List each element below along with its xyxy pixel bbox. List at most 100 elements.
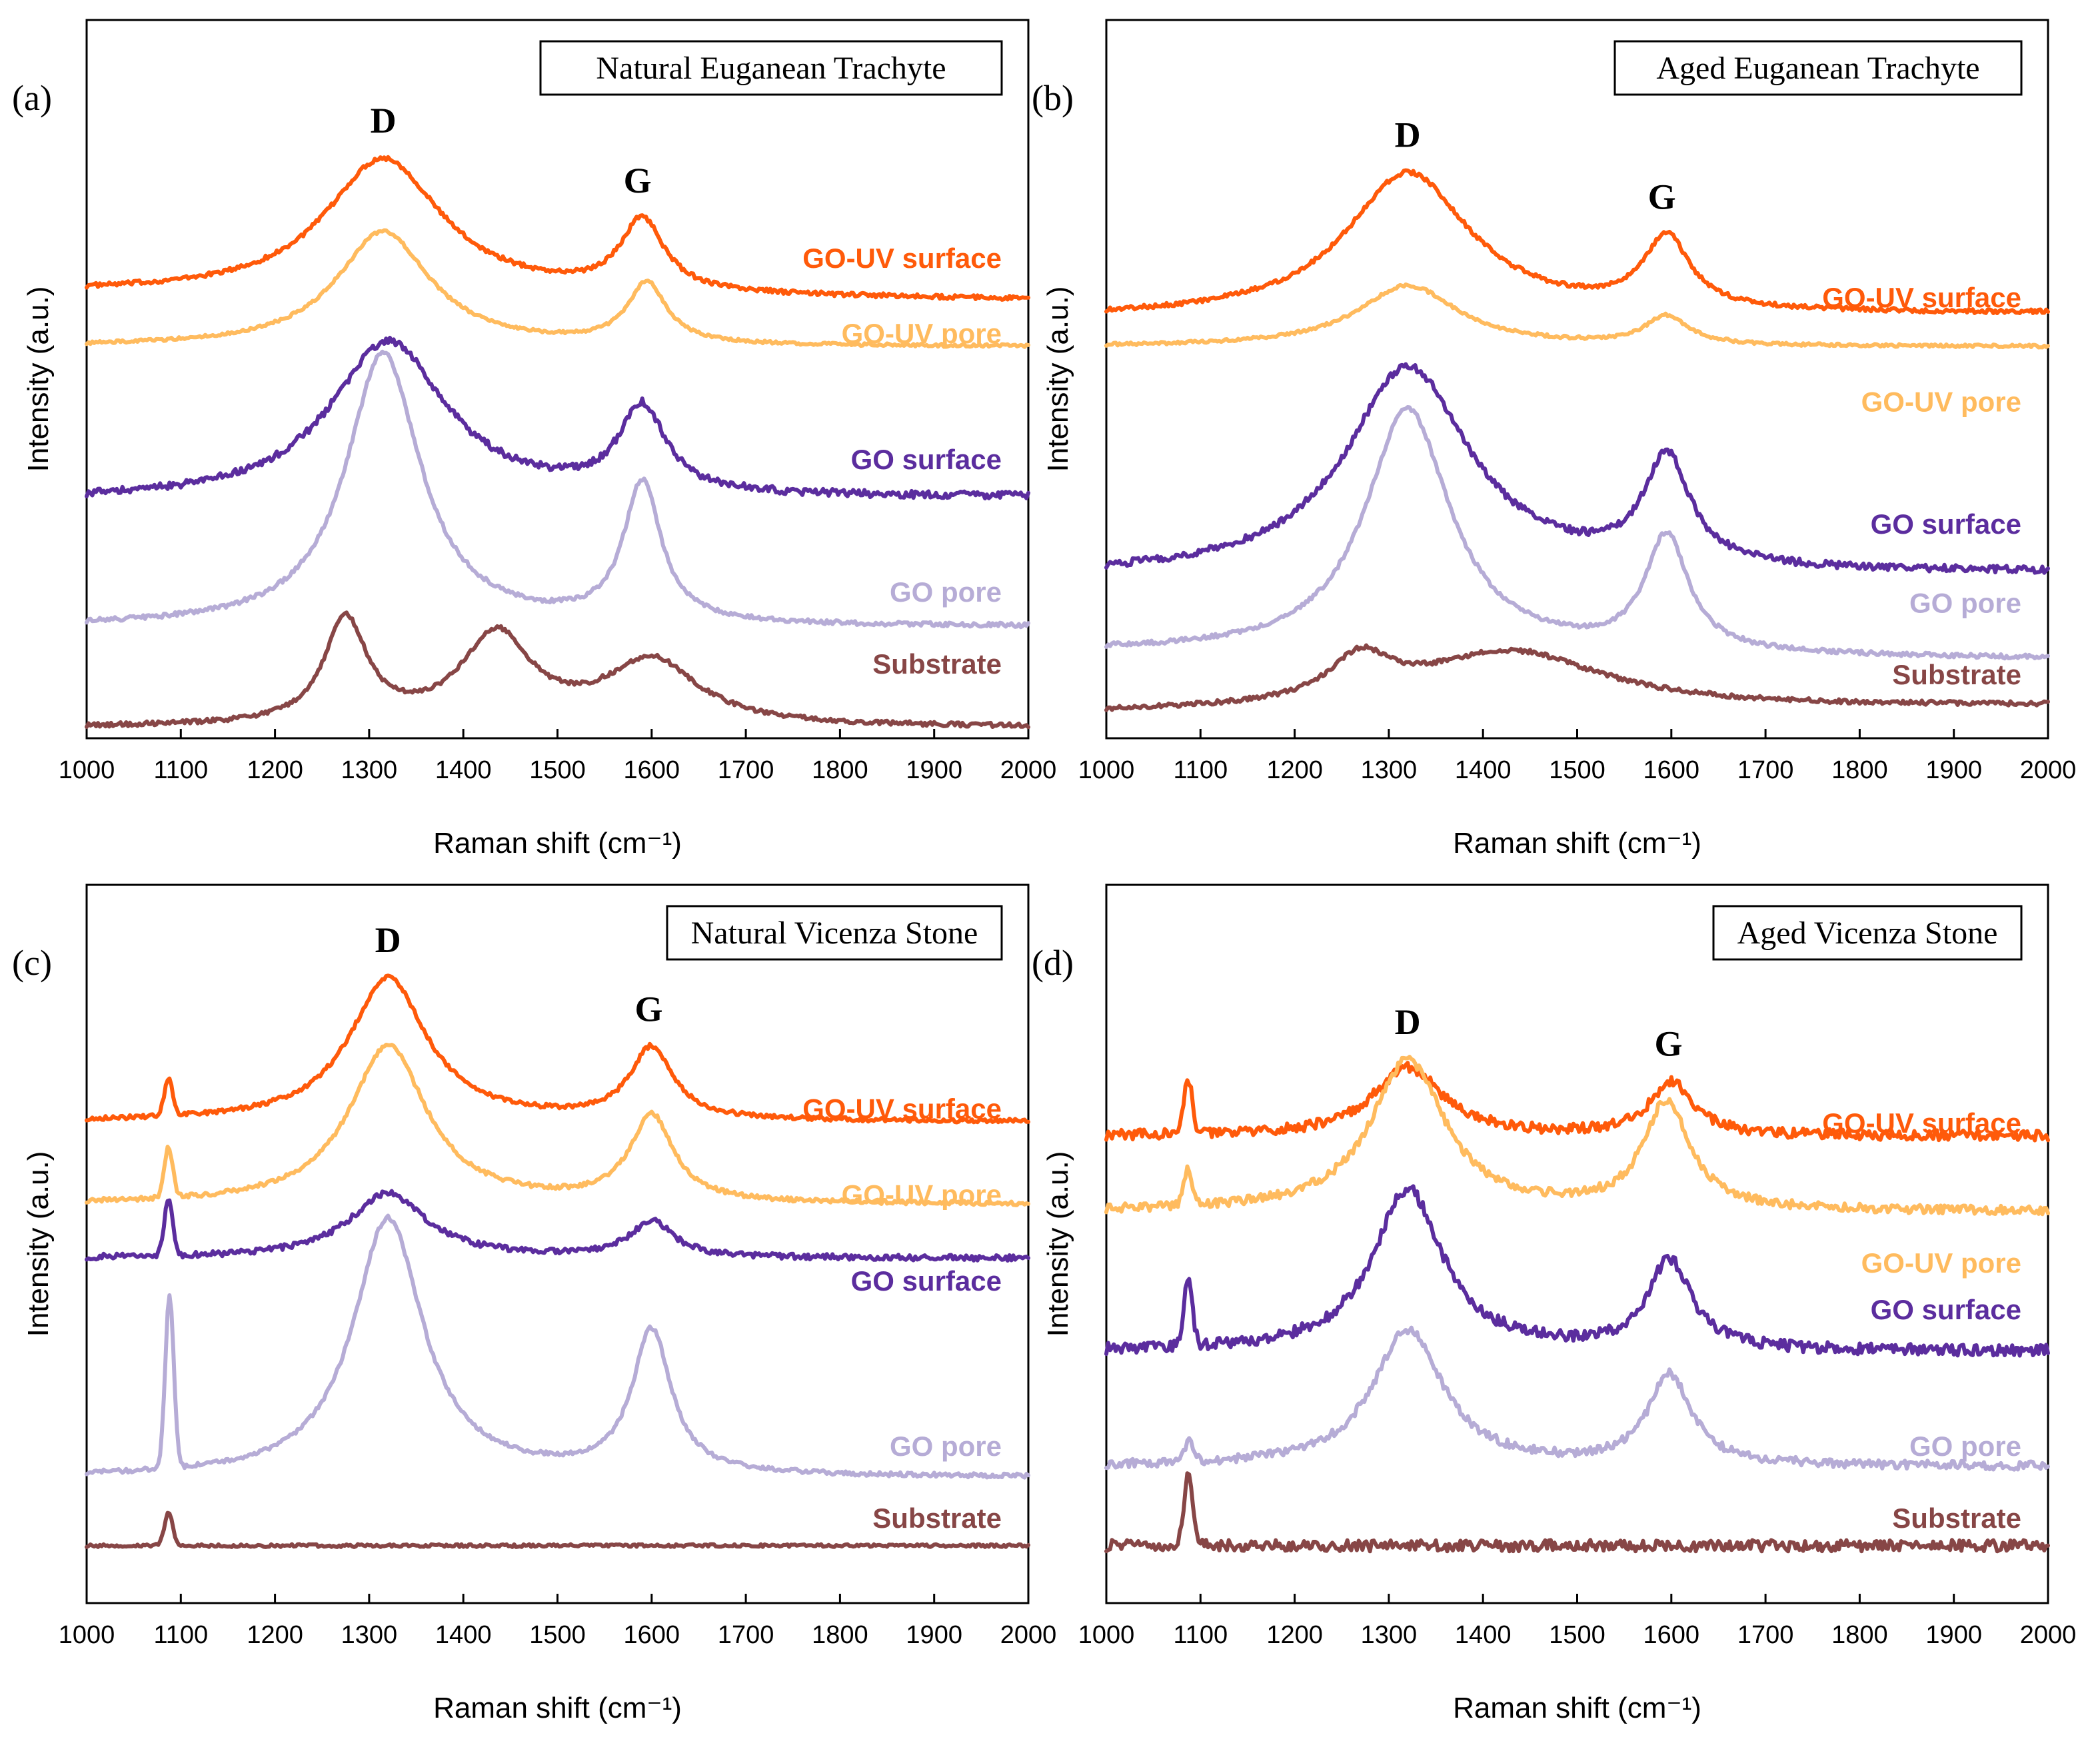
peak-label-G: G xyxy=(1648,177,1676,217)
x-tick-label: 1300 xyxy=(341,756,398,784)
series-line-substrate xyxy=(85,610,1030,730)
x-tick-label: 1900 xyxy=(906,756,962,784)
peak-label-G: G xyxy=(635,989,663,1029)
x-tick-label: 1000 xyxy=(1078,756,1135,784)
series-line-go-uv-surface xyxy=(85,155,1030,302)
series-label-go-pore: GO pore xyxy=(1909,1431,2021,1462)
series-line-go-pore xyxy=(85,1213,1030,1480)
x-axis-label: Raman shift (cm⁻¹) xyxy=(433,1692,682,1724)
x-tick-label: 1900 xyxy=(1925,1621,1982,1649)
peak-label-D: D xyxy=(1395,115,1421,155)
x-tick-label: 1900 xyxy=(1925,756,1982,784)
x-tick-label: 1700 xyxy=(1737,756,1794,784)
series-label-go-pore: GO pore xyxy=(1909,587,2021,618)
series-label-go-uv-surface: GO-UV surface xyxy=(1822,282,2021,313)
chart-title: Aged Vicenza Stone xyxy=(1737,915,1998,951)
series-label-substrate: Substrate xyxy=(872,648,1002,680)
series-line-substrate xyxy=(85,1510,1030,1549)
x-tick-label: 1400 xyxy=(435,1621,492,1649)
title-frame xyxy=(1613,40,2023,96)
series-label-go-surface: GO surface xyxy=(1871,1294,2021,1325)
panel-letter: (a) xyxy=(12,78,52,118)
x-tick-label: 1400 xyxy=(1455,1621,1512,1649)
x-tick-label: 1600 xyxy=(1643,1621,1700,1649)
plot-frame xyxy=(1105,883,2049,1604)
series-line-go-pore xyxy=(85,349,1030,630)
series-label-go-pore: GO pore xyxy=(890,576,1002,608)
series-label-substrate: Substrate xyxy=(1892,1502,2021,1534)
series-line-go-uv-surface xyxy=(85,973,1030,1125)
series-line-go-uv-pore xyxy=(1104,282,2050,350)
title-box: Aged Vicenza Stone xyxy=(1712,905,2023,961)
y-axis-label: Intensity (a.u.) xyxy=(1042,1151,1074,1337)
panel-letter: (c) xyxy=(12,943,52,983)
x-tick-label: 1900 xyxy=(906,1621,962,1649)
series-label-go-uv-pore: GO-UV pore xyxy=(842,1179,1002,1211)
x-tick-label: 2000 xyxy=(2020,1621,2077,1649)
x-tick-label: 1500 xyxy=(529,756,586,784)
x-tick-label: 1600 xyxy=(624,756,680,784)
y-axis-label: Intensity (a.u.) xyxy=(1042,287,1074,472)
title-box: Natural Euganean Trachyte xyxy=(539,40,1003,96)
x-tick-label: 1800 xyxy=(1831,1621,1888,1649)
series-line-go-surface xyxy=(1104,1184,2050,1358)
x-tick-label: 1200 xyxy=(247,756,303,784)
peak-label-D: D xyxy=(1395,1002,1421,1042)
series-label-go-uv-surface: GO-UV surface xyxy=(802,243,1002,274)
x-tick-label: 1000 xyxy=(59,1621,115,1649)
series-line-go-surface xyxy=(85,335,1030,500)
series-line-substrate xyxy=(1104,643,2050,712)
x-tick-label: 1200 xyxy=(1266,756,1323,784)
chart-title: Natural Euganean Trachyte xyxy=(596,51,946,86)
panel-a: (a) Natural Euganean Trachyte 1000 1100 1200… xyxy=(12,19,1057,860)
y-axis-label: Intensity (a.u.) xyxy=(22,287,55,472)
title-frame xyxy=(666,905,1003,961)
series-label-go-pore: GO pore xyxy=(890,1431,1002,1462)
x-tick-label: 2000 xyxy=(2020,756,2077,784)
series-label-go-uv-surface: GO-UV surface xyxy=(1822,1107,2021,1139)
x-tick-label: 1000 xyxy=(1078,1621,1135,1649)
series-label-go-uv-pore: GO-UV pore xyxy=(1861,386,2021,418)
plot-frame xyxy=(85,19,1030,740)
peak-label-D: D xyxy=(371,101,397,141)
peak-label-D: D xyxy=(375,920,401,960)
x-tick-label: 1500 xyxy=(1549,1621,1605,1649)
x-tick-label: 2000 xyxy=(1000,1621,1057,1649)
panel-letter: (d) xyxy=(1032,943,1074,983)
x-tick-label: 1100 xyxy=(1173,1621,1228,1649)
title-frame xyxy=(1712,905,2023,961)
series-label-substrate: Substrate xyxy=(1892,659,2021,690)
series-line-go-pore xyxy=(1104,1325,2050,1472)
x-tick-label: 1500 xyxy=(529,1621,586,1649)
x-tick-label: 1200 xyxy=(1266,1621,1323,1649)
x-tick-label: 1300 xyxy=(1361,1621,1418,1649)
x-tick-label: 1700 xyxy=(718,756,774,784)
x-tick-label: 1700 xyxy=(1737,1621,1794,1649)
series-line-go-surface xyxy=(85,1189,1030,1263)
series-label-go-surface: GO surface xyxy=(1871,508,2021,540)
panel-b: (b) Aged Euganean Trachyte 1000 1100 1200 130… xyxy=(1032,19,2077,860)
x-axis-label: Raman shift (cm⁻¹) xyxy=(433,827,682,860)
series-line-go-uv-surface xyxy=(1104,168,2050,315)
x-axis-label: Raman shift (cm⁻¹) xyxy=(1453,1692,1701,1724)
panel-letter: (b) xyxy=(1032,78,1074,118)
chart-title: Natural Vicenza Stone xyxy=(691,915,978,951)
series-line-go-uv-surface xyxy=(1104,1061,2050,1143)
series-line-go-surface xyxy=(1104,362,2050,575)
peak-label-G: G xyxy=(624,161,652,201)
x-tick-label: 1800 xyxy=(812,756,868,784)
x-tick-label: 1600 xyxy=(624,1621,680,1649)
series-line-go-uv-pore xyxy=(85,1043,1030,1207)
series-label-substrate: Substrate xyxy=(872,1502,1002,1534)
x-tick-label: 2000 xyxy=(1000,756,1057,784)
x-tick-label: 1600 xyxy=(1643,756,1700,784)
plot-frame xyxy=(85,883,1030,1604)
panel-d: (d) Aged Vicenza Stone 1000 1100 1200 1300 140… xyxy=(1032,883,2077,1724)
title-box: Natural Vicenza Stone xyxy=(666,905,1003,961)
x-tick-label: 1400 xyxy=(435,756,492,784)
x-tick-label: 1100 xyxy=(153,1621,208,1649)
panel-c: (c) Natural Vicenza Stone 1000 1100 1200 1300… xyxy=(12,883,1057,1724)
x-tick-label: 1300 xyxy=(341,1621,398,1649)
peak-label-G: G xyxy=(1655,1024,1683,1064)
